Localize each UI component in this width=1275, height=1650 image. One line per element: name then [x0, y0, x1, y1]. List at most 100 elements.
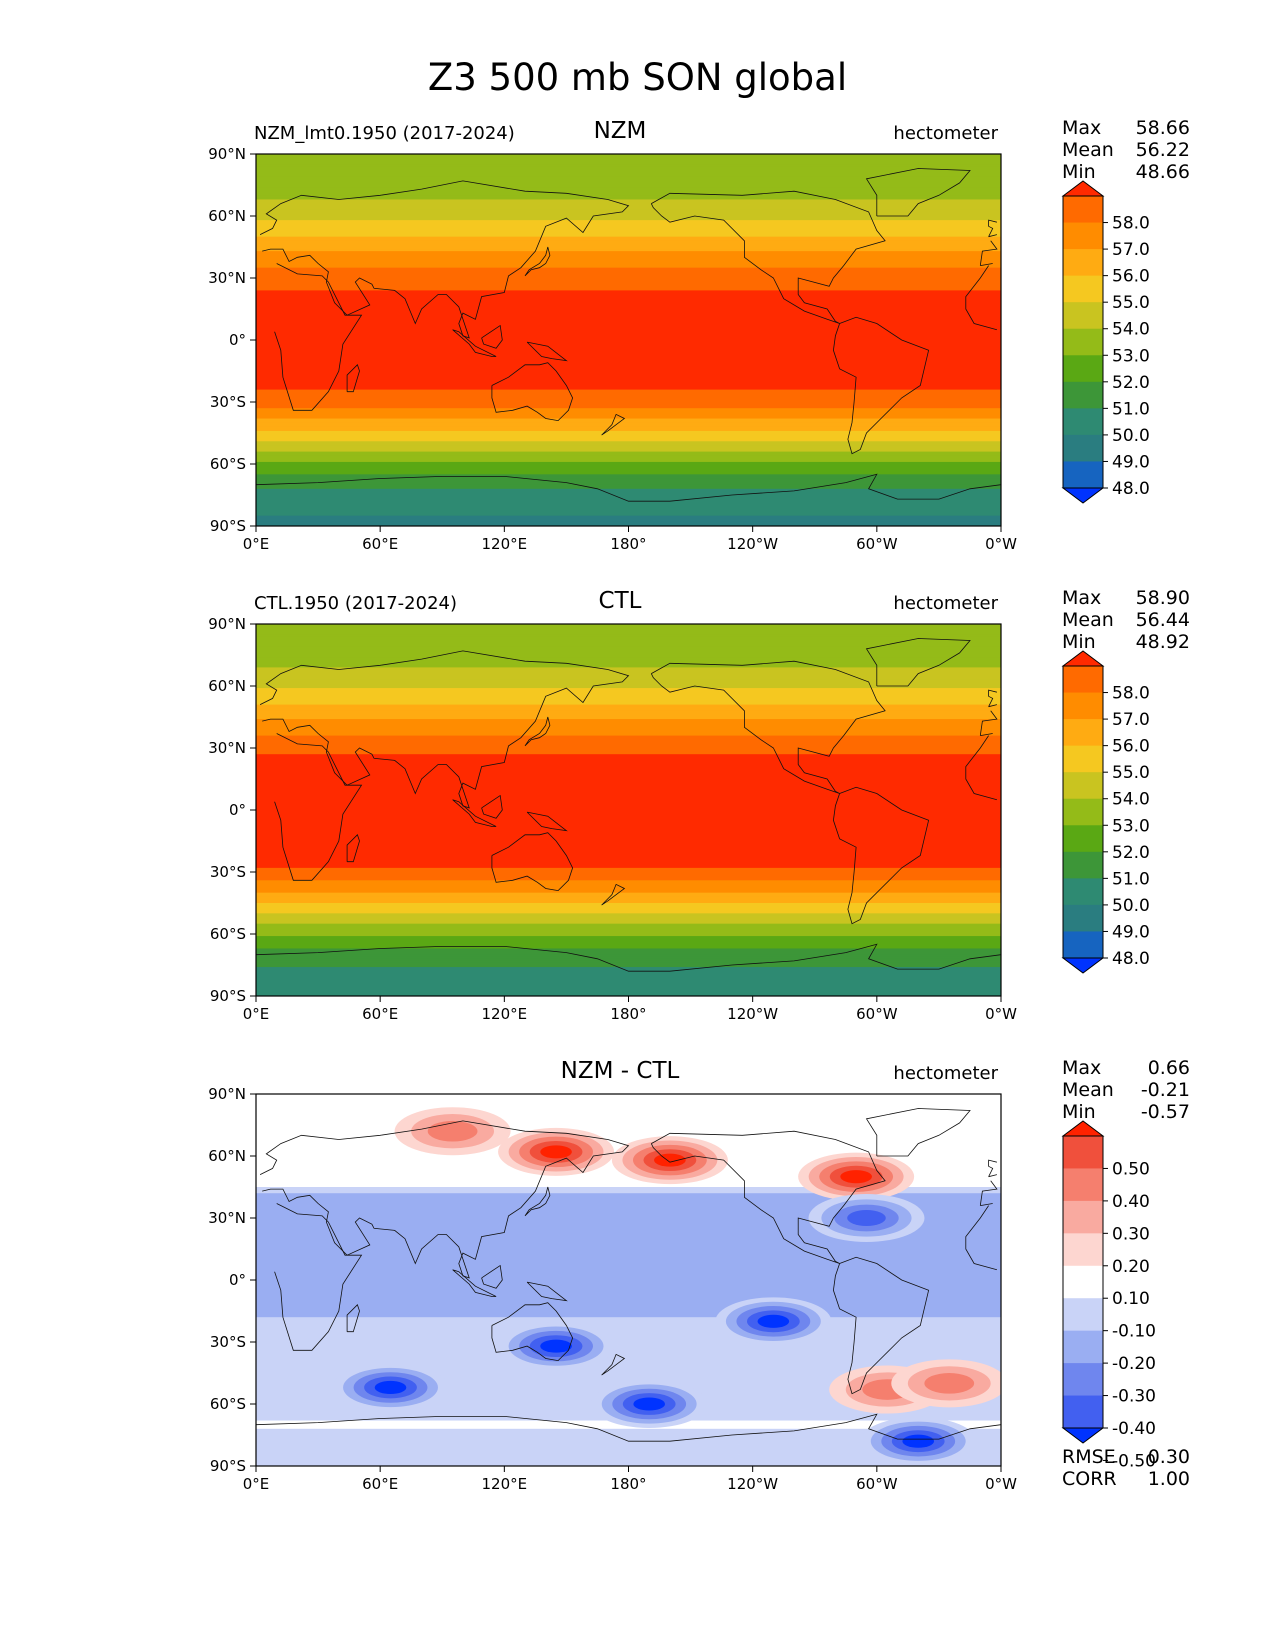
contour-band	[256, 659, 1001, 662]
panel-1-units: hectometer	[893, 123, 998, 144]
y-tick-label: 60°S	[210, 1395, 246, 1413]
contour-band	[256, 439, 1001, 442]
contour-band	[256, 739, 1001, 743]
colorbar-tick-label: 48.0	[1112, 949, 1150, 969]
contour-band	[256, 838, 1001, 842]
contour-band	[256, 989, 1001, 993]
stat-value: 48.92	[1135, 631, 1190, 653]
contour-band	[256, 776, 1001, 780]
contour-band	[256, 630, 1001, 633]
colorbar-tick-label: 52.0	[1112, 843, 1150, 863]
stat-label: Max	[1062, 117, 1102, 139]
colorbar-tick-label: 54.0	[1112, 320, 1150, 340]
stat-label: Max	[1062, 587, 1102, 609]
map-field	[256, 1094, 1001, 1466]
contour-band	[256, 688, 1001, 691]
anomaly-contour	[654, 1153, 686, 1167]
anomaly-contour	[924, 1373, 975, 1394]
contour-band	[256, 383, 1001, 387]
colorbar-tick-label: 56.0	[1112, 267, 1150, 287]
contour-band	[256, 395, 1001, 399]
contour-band	[256, 791, 1001, 795]
colorbar-segment	[1063, 1136, 1103, 1169]
contour-band	[256, 244, 1001, 248]
contour-band	[256, 371, 1001, 374]
panel-1-title: NZM	[593, 118, 647, 144]
contour-band	[256, 335, 1001, 339]
coastline	[650, 660, 886, 794]
contour-band	[256, 315, 1001, 318]
contour-band	[256, 673, 1001, 677]
contour-band	[256, 979, 1001, 983]
contour-band	[256, 286, 1001, 289]
contour-band	[256, 851, 1001, 854]
coastline	[256, 473, 1001, 502]
coastline	[481, 794, 503, 819]
x-tick-label: 60°W	[856, 1005, 898, 1023]
colorbar-segment	[1063, 931, 1103, 959]
colorbar-tick-label: 53.0	[1112, 346, 1150, 366]
colorbar-segment	[1063, 904, 1103, 932]
contour-band	[256, 745, 1001, 749]
contour-band	[256, 216, 1001, 219]
colorbar-segment	[1063, 1168, 1103, 1202]
y-tick-label: 30°N	[208, 269, 246, 287]
anomaly-contour	[427, 1120, 478, 1142]
colorbar-tick-label: 53.0	[1112, 816, 1150, 836]
contour-band	[256, 768, 1001, 772]
contour-band	[256, 626, 1001, 629]
panel-1-stats: Max 58.66 Mean 56.22 Min 48.66	[1062, 117, 1190, 183]
contour-band	[256, 170, 1001, 174]
contour-band	[256, 834, 1001, 838]
contour-band	[256, 702, 1001, 706]
contour-band	[256, 207, 1001, 211]
contour-band	[256, 793, 1001, 797]
contour-band	[256, 632, 1001, 635]
contour-band	[256, 869, 1001, 873]
contour-band	[256, 472, 1001, 475]
colorbar-tick-label: 57.0	[1112, 240, 1150, 260]
contour-band	[256, 325, 1001, 329]
contour-band	[256, 224, 1001, 227]
contour-band	[256, 182, 1001, 186]
contour-band	[256, 725, 1001, 728]
contour-band	[256, 752, 1001, 755]
colorbar-frame	[1062, 195, 1104, 489]
contour-band	[256, 203, 1001, 207]
contour-band	[256, 952, 1001, 956]
y-tick-label: 60°S	[210, 455, 246, 473]
contour-band	[256, 692, 1001, 695]
contour-band	[256, 764, 1001, 768]
contour-band	[256, 331, 1001, 335]
contour-band	[256, 762, 1001, 766]
y-tick-label: 90°S	[210, 987, 246, 1005]
contour-band	[256, 874, 1001, 877]
contour-band	[256, 785, 1001, 788]
coastline	[524, 716, 551, 747]
contour-band	[256, 280, 1001, 283]
contour-band	[256, 284, 1001, 287]
contour-band	[256, 189, 1001, 192]
coastline	[988, 234, 997, 238]
contour-band	[256, 420, 1001, 424]
contour-band	[256, 329, 1001, 333]
stat-label: Mean	[1062, 609, 1114, 631]
stat-value: -0.57	[1140, 1101, 1190, 1123]
panel-3-stats: Max 0.66 Mean -0.21 Min -0.57	[1062, 1057, 1190, 1123]
contour-band	[256, 261, 1001, 265]
contour-band	[256, 406, 1001, 409]
anomaly-contour	[374, 1380, 407, 1395]
contour-band	[256, 754, 1001, 757]
contour-band	[256, 505, 1001, 508]
contour-band	[256, 694, 1001, 697]
contour-band	[256, 275, 1001, 279]
coastline	[979, 1180, 998, 1206]
contour-band	[256, 973, 1001, 976]
contour-band	[256, 476, 1001, 480]
x-tick-label: 180°	[610, 1475, 646, 1493]
contour-band	[256, 760, 1001, 764]
contour-band	[256, 894, 1001, 898]
contour-band	[256, 880, 1001, 883]
contour-band	[256, 628, 1001, 631]
contour-band	[256, 346, 1001, 349]
